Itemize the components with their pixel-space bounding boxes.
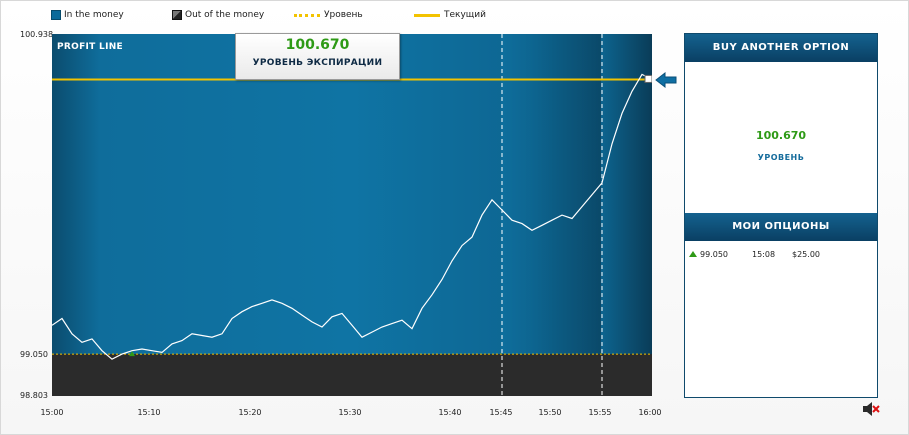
current-line-icon	[414, 13, 440, 17]
legend-out-money-label: Out of the money	[185, 10, 265, 20]
option-time: 15:08	[752, 249, 776, 259]
x-tick-label: 15:20	[238, 408, 262, 417]
x-tick-label: 15:45	[489, 408, 513, 417]
x-tick-label: 15:00	[40, 408, 64, 417]
x-tick-label: 15:40	[438, 408, 462, 417]
legend-level-label: Уровень	[324, 10, 363, 20]
x-tick-label: 15:50	[538, 408, 562, 417]
option-row[interactable]: 99.050 15:08 $25.00	[689, 247, 875, 261]
options-panel: BUY ANOTHER OPTION 100.670 УРОВЕНЬ МОИ О…	[684, 33, 878, 398]
expiry-level-box: 100.670 УРОВЕНЬ ЭКСПИРАЦИИ	[235, 33, 400, 80]
option-amount: $25.00	[792, 249, 820, 259]
time-band	[601, 34, 652, 354]
level-value: 100.670	[755, 129, 807, 142]
y-tick-label: 98.803	[20, 391, 48, 400]
profit-line-chart[interactable]: PROFIT LINE	[52, 34, 652, 396]
legend-level: Уровень	[294, 10, 363, 20]
legend-in-money-label: In the money	[64, 10, 124, 20]
chart-title: PROFIT LINE	[57, 42, 124, 52]
chart-svg	[52, 34, 652, 396]
y-tick-label: 99.050	[20, 350, 48, 359]
x-tick-label: 15:55	[588, 408, 612, 417]
option-level: 99.050	[700, 249, 728, 259]
in-money-swatch-icon	[51, 10, 61, 20]
option-entry-marker-icon	[129, 351, 135, 357]
my-options-header: МОИ ОПЦИОНЫ	[685, 213, 877, 241]
legend-in-the-money: In the money	[51, 10, 124, 20]
y-tick-label: 100.938	[20, 30, 54, 39]
buy-another-option-button[interactable]: BUY ANOTHER OPTION	[685, 34, 877, 62]
current-price-point	[644, 74, 652, 83]
legend-current: Текущий	[414, 10, 486, 20]
level-line-icon	[294, 13, 320, 17]
time-band	[501, 34, 601, 354]
current-price-arrow-icon	[655, 71, 677, 89]
x-tick-label: 16:00	[638, 408, 662, 417]
legend-out-of-the-money: Out of the money	[172, 10, 264, 20]
x-tick-label: 15:30	[338, 408, 362, 417]
level-label: УРОВЕНЬ	[757, 153, 805, 162]
out-money-area	[52, 354, 652, 396]
price-series-line	[52, 73, 652, 360]
expiry-label: УРОВЕНЬ ЭКСПИРАЦИИ	[252, 58, 383, 68]
expiry-value: 100.670	[285, 37, 350, 53]
arrow-up-icon	[689, 251, 697, 257]
x-tick-label: 15:10	[137, 408, 161, 417]
legend-current-label: Текущий	[444, 10, 486, 20]
out-money-swatch-icon	[172, 10, 182, 20]
sound-mute-icon[interactable]	[862, 401, 880, 417]
